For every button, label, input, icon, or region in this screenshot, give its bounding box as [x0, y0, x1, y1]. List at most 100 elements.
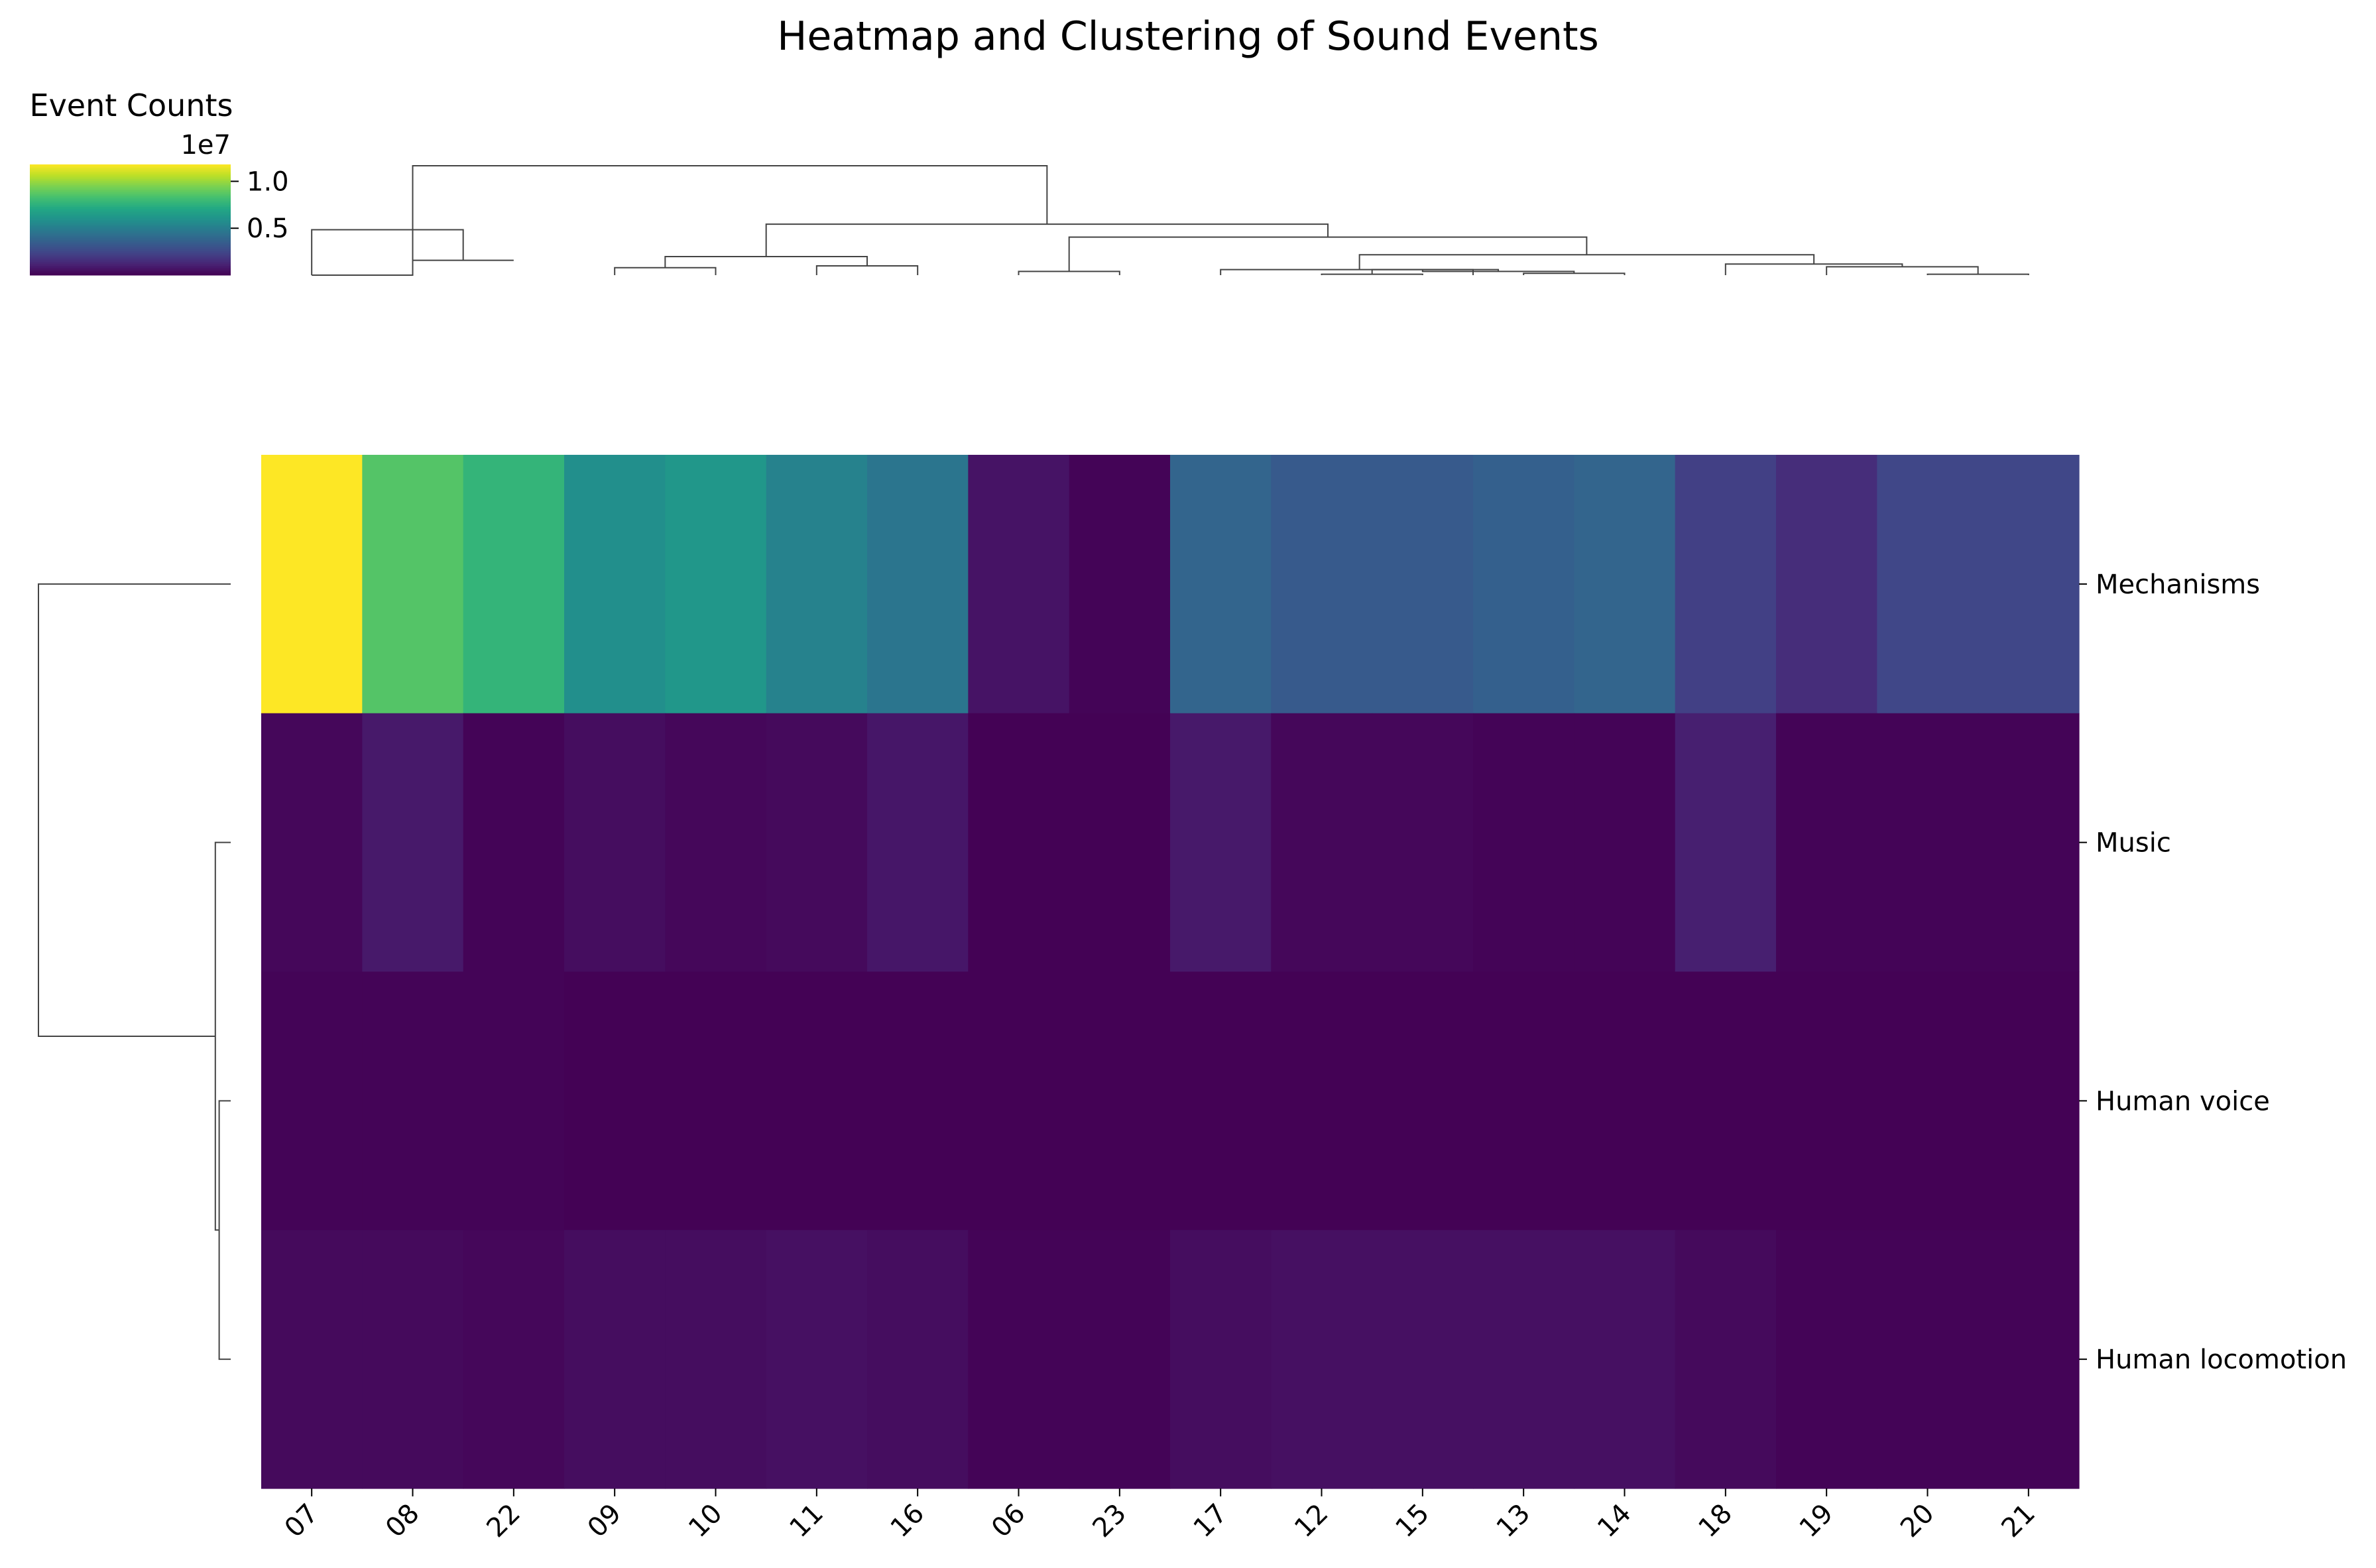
heatmap-cell	[463, 713, 565, 973]
heatmap-cell	[1978, 455, 2080, 714]
heatmap-cell	[1069, 971, 1171, 1231]
heatmap-cell	[1776, 455, 1877, 714]
heatmap-cell	[564, 971, 666, 1231]
colorbar-segment	[30, 238, 231, 241]
colorbar-gradient	[30, 164, 231, 276]
row-dendrogram-link	[38, 583, 231, 1037]
colorbar-segment	[30, 247, 231, 250]
colorbar-segment	[30, 258, 231, 261]
row-label: Human voice	[2096, 1086, 2270, 1116]
colorbar-segment	[30, 177, 231, 180]
column-dendrogram-link	[1321, 273, 1423, 275]
colorbar-segment	[30, 194, 231, 196]
colorbar-segment	[30, 234, 231, 237]
colorbar-segment	[30, 192, 231, 195]
column-label: 16	[885, 1498, 931, 1544]
colorbar-segment	[30, 267, 231, 271]
colorbar-segment	[30, 166, 231, 169]
heatmap-cell	[665, 455, 767, 714]
colorbar-segment	[30, 253, 231, 255]
heatmap-cell	[968, 1230, 1070, 1489]
colorbar-segment	[30, 184, 231, 187]
heatmap-cell	[463, 1230, 565, 1489]
heatmap-cell	[1574, 455, 1676, 714]
colorbar-segment	[30, 260, 231, 263]
heatmap-cells	[261, 455, 2080, 1489]
heatmap-cell	[362, 455, 464, 714]
column-dendrogram-link	[1724, 263, 1903, 275]
heatmap-cell	[867, 455, 969, 714]
heatmap-cell	[968, 971, 1070, 1231]
heatmap-cell	[1776, 1230, 1877, 1489]
heatmap-cell	[1271, 971, 1373, 1231]
heatmap-cell	[1675, 971, 1777, 1231]
colorbar-segment	[30, 196, 231, 198]
heatmap-cell	[665, 1230, 767, 1489]
colorbar-segment	[30, 190, 231, 193]
heatmap-cell	[867, 971, 969, 1231]
colorbar-segment	[30, 172, 231, 174]
heatmap-cell	[766, 455, 868, 714]
heatmap-cell	[867, 1230, 969, 1489]
colorbar-segment	[30, 243, 231, 246]
heatmap-cell	[1271, 713, 1373, 973]
heatmap-cell	[1271, 455, 1373, 714]
heatmap-cell	[968, 455, 1070, 714]
colorbar-segment	[30, 262, 231, 265]
row-dendrogram-link	[214, 841, 231, 1231]
colorbar-segment	[30, 198, 231, 200]
column-label: 15	[1390, 1498, 1435, 1544]
heatmap-cell	[1574, 713, 1676, 973]
colorbar-segment	[30, 168, 231, 170]
heatmap-cell	[665, 713, 767, 973]
colorbar-segment	[30, 205, 231, 208]
heatmap-cell	[766, 971, 868, 1231]
colorbar-tick-label: 1.0	[247, 166, 289, 197]
column-label: 18	[1693, 1498, 1738, 1544]
colorbar-segment	[30, 264, 231, 267]
heatmap-cell	[1978, 971, 2080, 1231]
column-dendrogram-link	[312, 259, 514, 276]
colorbar-segment	[30, 245, 231, 248]
colorbar-segment	[30, 170, 231, 172]
heatmap-cell	[1473, 1230, 1574, 1489]
column-dendrogram-link	[1523, 272, 1626, 275]
column-label: 19	[1794, 1498, 1840, 1544]
colorbar-segment	[30, 181, 231, 184]
colorbar-segment	[30, 255, 231, 257]
heatmap-cell	[1069, 455, 1171, 714]
colorbar-segment	[30, 203, 231, 206]
heatmap-cell	[1473, 713, 1574, 973]
colorbar-ticks: 0.5 1.0	[231, 166, 289, 244]
colorbar-segment	[30, 214, 231, 217]
heatmap-cell	[766, 1230, 868, 1489]
row-label: Human locomotion	[2096, 1345, 2347, 1375]
heatmap-cell	[1877, 455, 1979, 714]
heatmap-cell	[1372, 713, 1474, 973]
heatmap-cell	[362, 713, 464, 973]
column-label: 23	[1087, 1498, 1132, 1544]
row-dendrogram	[38, 583, 231, 1360]
column-dendrogram	[311, 165, 2029, 276]
heatmap-cell	[1978, 713, 2080, 973]
heatmap-cell	[1069, 1230, 1171, 1489]
heatmap-cell	[362, 971, 464, 1231]
heatmap-cell	[1372, 971, 1474, 1231]
colorbar-segment	[30, 269, 231, 272]
heatmap-cell	[968, 713, 1070, 973]
colorbar-segment	[30, 231, 231, 233]
heatmap-cell	[261, 1230, 363, 1489]
colorbar-segment	[30, 186, 231, 189]
row-label: Music	[2096, 828, 2171, 859]
heatmap-cell	[1877, 713, 1979, 973]
heatmap-cell	[1170, 1230, 1272, 1489]
heatmap-cell	[867, 713, 969, 973]
heatmap-cell	[766, 713, 868, 973]
column-label: 12	[1289, 1498, 1335, 1544]
colorbar-segment	[30, 225, 231, 228]
colorbar-exponent: 1e7	[180, 130, 231, 160]
column-label: 06	[986, 1498, 1032, 1544]
colorbar-segment	[30, 210, 231, 213]
colorbar-segment	[30, 212, 231, 215]
